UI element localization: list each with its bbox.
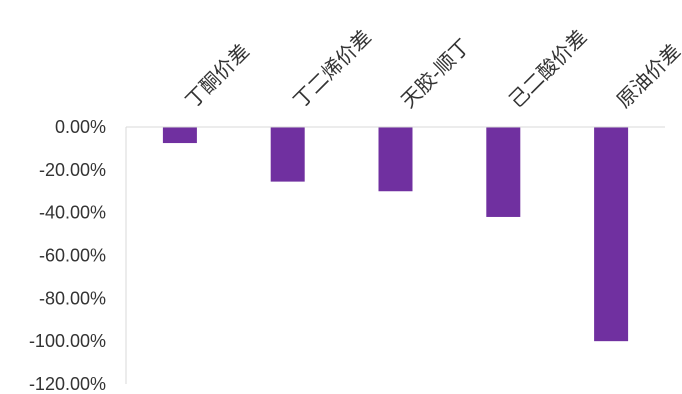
bar [378, 127, 413, 192]
y-tick-label: -20.00% [39, 160, 106, 180]
bar [594, 127, 629, 342]
x-axis-tick-labels: 丁酮价差 丁二烯价差 天胶-顺丁 己二酸价差 原油价差 [180, 25, 682, 113]
y-tick-label: -80.00% [39, 288, 106, 308]
y-tick-label: 0.00% [55, 117, 106, 137]
x-tick-label: 丁二烯价差 [288, 25, 376, 113]
bar [270, 127, 305, 182]
bar [486, 127, 521, 217]
x-tick-label: 丁酮价差 [180, 39, 254, 113]
y-tick-label: -40.00% [39, 203, 106, 223]
x-tick-label: 天胶-顺丁 [396, 34, 475, 113]
x-tick-label: 原油价差 [612, 39, 682, 113]
y-tick-label: -60.00% [39, 246, 106, 266]
x-tick-label: 己二酸价差 [504, 25, 592, 113]
y-axis-tick-labels: 0.00% -20.00% -40.00% -60.00% -80.00% -100.00… [29, 117, 106, 394]
y-tick-label: -120.00% [29, 374, 106, 394]
bar [162, 127, 197, 144]
y-tick-label: -100.00% [29, 331, 106, 351]
bar-series [162, 127, 629, 342]
